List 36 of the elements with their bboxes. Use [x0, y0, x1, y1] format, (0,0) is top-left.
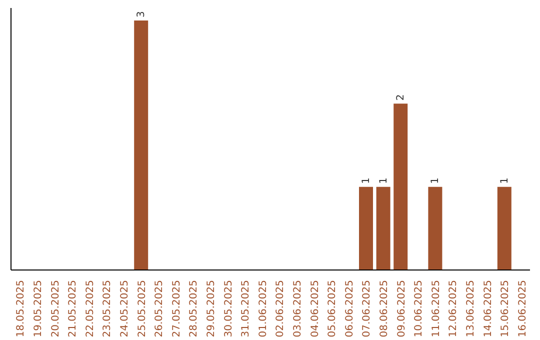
- data-label: 1: [361, 177, 372, 184]
- data-label: 3: [136, 11, 148, 18]
- x-tick-label: 27.05.2025: [171, 280, 182, 338]
- data-label: 2: [396, 94, 407, 101]
- x-tick-label: 10.06.2025: [414, 280, 425, 338]
- x-tick-label: 12.06.2025: [448, 280, 460, 338]
- x-tick-label: 08.06.2025: [378, 280, 390, 338]
- x-tick-label: 15.06.2025: [500, 280, 512, 338]
- x-tick-label: 19.05.2025: [32, 280, 44, 338]
- x-tick-label: 29.05.2025: [206, 280, 217, 338]
- x-tick-label: 05.06.2025: [327, 280, 338, 338]
- x-tick-label: 30.05.2025: [223, 280, 234, 338]
- x-tick-label: 04.06.2025: [310, 280, 321, 338]
- x-tick-label: 11.06.2025: [430, 280, 442, 338]
- x-tick-label: 28.05.2025: [188, 280, 200, 338]
- x-tick-label: 22.05.2025: [84, 280, 96, 338]
- x-tick-label: 07.06.2025: [362, 280, 373, 338]
- x-tick-label: 24.05.2025: [119, 280, 130, 338]
- x-tick-label: 20.05.2025: [50, 280, 62, 338]
- x-tick-label: 25.05.2025: [136, 280, 148, 338]
- x-tick-label: 14.06.2025: [482, 280, 494, 338]
- x-tick-label: 18.05.2025: [16, 280, 27, 338]
- x-tick-label: 06.06.2025: [344, 280, 356, 338]
- x-tick-label: 03.06.2025: [292, 280, 304, 338]
- data-label: 1: [378, 177, 390, 184]
- data-label: 1: [430, 177, 442, 184]
- x-tick-label: 31.05.2025: [240, 280, 252, 338]
- x-tick-label: 09.06.2025: [396, 280, 408, 338]
- x-tick-label: 02.06.2025: [275, 280, 286, 338]
- x-tick-label: 01.06.2025: [258, 280, 269, 338]
- x-tick-label: 26.05.2025: [154, 280, 166, 338]
- x-tick-label: 23.05.2025: [102, 280, 114, 338]
- x-tick-label: 16.06.2025: [517, 280, 528, 338]
- x-tick-label: 21.05.2025: [68, 280, 79, 338]
- data-label: 1: [499, 177, 510, 184]
- x-tick-label: 13.06.2025: [465, 280, 476, 338]
